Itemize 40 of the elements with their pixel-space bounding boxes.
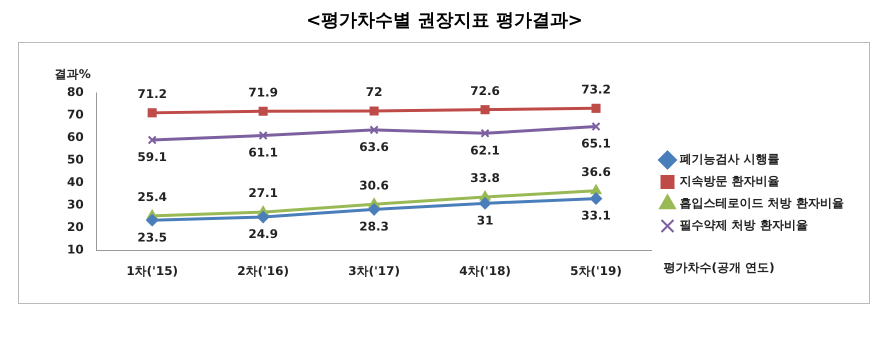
legend-label: 흡입스테로이드 처방 환자비율 bbox=[680, 196, 844, 210]
x-tick-label: 5차('19) bbox=[570, 264, 622, 278]
legend-label: 필수약제 처방 환자비율 bbox=[680, 218, 808, 232]
data-label: 31 bbox=[476, 213, 494, 228]
data-label: 63.6 bbox=[359, 140, 389, 154]
data-label: 62.1 bbox=[470, 143, 500, 158]
y-tick-label: 30 bbox=[66, 198, 84, 212]
y-tick-label: 70 bbox=[66, 108, 84, 122]
data-label: 61.1 bbox=[248, 146, 278, 160]
data-label: 72 bbox=[366, 85, 382, 100]
data-label: 27.1 bbox=[248, 186, 278, 200]
data-label: 59.1 bbox=[137, 150, 167, 164]
data-label: 25.4 bbox=[137, 190, 167, 204]
data-label: 71.2 bbox=[137, 86, 167, 101]
y-tick-label: 10 bbox=[66, 242, 84, 257]
legend-label: 폐기능검사 시행률 bbox=[680, 152, 780, 166]
data-label: 30.6 bbox=[359, 178, 389, 192]
x-tick-label: 1차('15) bbox=[126, 264, 178, 278]
x-tick-label: 2차('16) bbox=[237, 264, 289, 278]
data-label: 71.9 bbox=[248, 85, 278, 100]
data-label: 33.8 bbox=[470, 171, 500, 186]
data-label: 72.6 bbox=[470, 84, 500, 98]
y-axis-title: 결과% bbox=[54, 67, 91, 82]
x-tick-label: 3차('17) bbox=[348, 264, 400, 278]
y-tick-label: 80 bbox=[66, 85, 84, 100]
legend-label: 지속방문 환자비율 bbox=[680, 174, 780, 188]
data-label: 33.1 bbox=[581, 208, 611, 223]
data-label: 24.9 bbox=[248, 227, 278, 242]
data-label: 23.5 bbox=[137, 230, 167, 244]
data-label: 65.1 bbox=[581, 136, 611, 151]
x-tick-label: 4차('18) bbox=[459, 264, 511, 278]
data-label: 28.3 bbox=[359, 220, 389, 234]
data-label: 36.6 bbox=[581, 164, 611, 179]
y-tick-label: 60 bbox=[66, 130, 84, 144]
y-tick-label: 40 bbox=[66, 175, 84, 190]
y-tick-label: 20 bbox=[66, 220, 84, 234]
chart-title: <평가차수별 권장지표 평가결과> bbox=[305, 9, 584, 33]
data-label: 73.2 bbox=[581, 82, 611, 96]
y-tick-label: 50 bbox=[66, 152, 84, 167]
x-axis-title: 평가차수(공개 연도) bbox=[664, 260, 775, 275]
